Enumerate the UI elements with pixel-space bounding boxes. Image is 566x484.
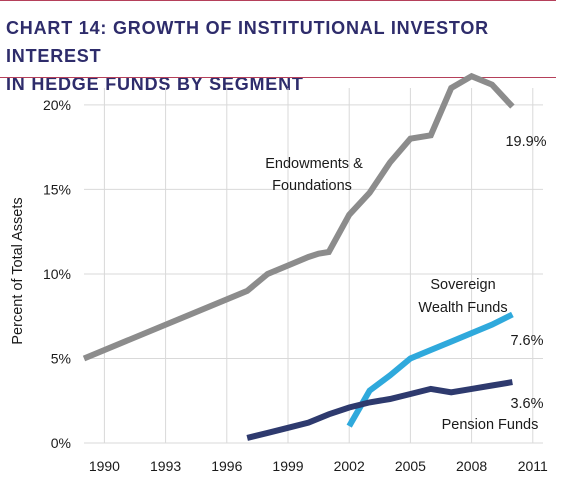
sovereign-label-line-1: Sovereign <box>430 277 495 293</box>
chart-title-line-2: IN HEDGE FUNDS BY SEGMENT <box>6 74 304 94</box>
title-block: CHART 14: GROWTH OF INSTITUTIONAL INVEST… <box>0 0 566 94</box>
y-tick-label: 0% <box>51 435 71 451</box>
series-lines <box>82 72 515 441</box>
x-axis-ticks: 1990 1993 1996 1999 2002 2005 2008 2011 <box>89 458 548 474</box>
y-tick-label: 10% <box>43 266 71 282</box>
chart-title-line-1: CHART 14: GROWTH OF INSTITUTIONAL INVEST… <box>6 18 489 66</box>
chart-title: CHART 14: GROWTH OF INSTITUTIONAL INVEST… <box>6 14 556 98</box>
x-tick-label: 1996 <box>211 458 242 474</box>
sovereign-label-line-2: Wealth Funds <box>418 300 507 316</box>
top-rule <box>0 0 556 1</box>
bottom-rule <box>0 77 556 78</box>
y-axis-label: Percent of Total Assets <box>10 197 26 344</box>
x-tick-label: 2008 <box>456 458 487 474</box>
endowments-line <box>82 72 515 362</box>
pension-funds-line <box>246 379 513 441</box>
x-tick-label: 2011 <box>518 458 548 474</box>
pension-end-value: 3.6% <box>510 396 543 412</box>
x-tick-label: 1990 <box>89 458 120 474</box>
x-tick-label: 1993 <box>150 458 181 474</box>
sovereign-wealth-line <box>346 311 514 428</box>
endowments-end-value: 19.9% <box>505 134 546 150</box>
sovereign-end-value: 7.6% <box>510 333 543 349</box>
x-tick-label: 2002 <box>334 458 365 474</box>
pension-label: Pension Funds <box>442 417 539 433</box>
endowments-label-line-1: Endowments & <box>265 156 363 172</box>
gridlines <box>84 88 543 444</box>
y-tick-label: 20% <box>43 97 71 113</box>
x-tick-label: 1999 <box>272 458 303 474</box>
y-tick-label: 15% <box>43 181 71 197</box>
x-tick-label: 2005 <box>395 458 426 474</box>
endowments-label-line-2: Foundations <box>272 178 352 194</box>
y-axis-ticks: 0% 5% 10% 15% 20% <box>43 97 71 451</box>
y-tick-label: 5% <box>51 350 71 366</box>
